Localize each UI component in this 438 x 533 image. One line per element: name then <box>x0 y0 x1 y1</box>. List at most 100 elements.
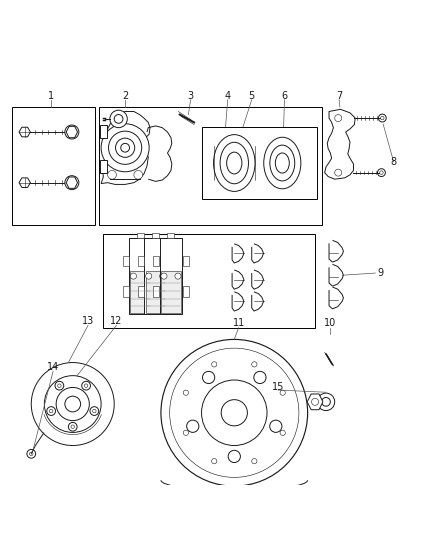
Circle shape <box>49 409 53 413</box>
Polygon shape <box>19 127 30 137</box>
Circle shape <box>201 380 267 446</box>
Ellipse shape <box>270 145 295 181</box>
Circle shape <box>134 171 143 179</box>
Circle shape <box>378 114 386 122</box>
Circle shape <box>381 116 384 120</box>
Bar <box>138 286 144 297</box>
Circle shape <box>121 143 130 152</box>
Circle shape <box>335 169 342 176</box>
Polygon shape <box>66 177 78 188</box>
Bar <box>167 256 173 266</box>
Bar <box>100 125 107 138</box>
Circle shape <box>228 450 240 463</box>
Circle shape <box>58 384 61 387</box>
Bar <box>100 159 107 173</box>
Circle shape <box>92 409 96 413</box>
Ellipse shape <box>220 142 248 184</box>
Bar <box>138 256 144 266</box>
Circle shape <box>187 420 199 432</box>
Circle shape <box>161 340 307 486</box>
Bar <box>167 286 173 297</box>
Polygon shape <box>325 109 355 179</box>
Circle shape <box>212 362 217 367</box>
Text: 3: 3 <box>187 91 194 101</box>
Circle shape <box>170 348 299 478</box>
Text: 5: 5 <box>249 91 255 101</box>
Text: 10: 10 <box>324 318 336 328</box>
Circle shape <box>254 372 266 384</box>
Ellipse shape <box>214 135 255 191</box>
Bar <box>183 286 189 297</box>
Bar <box>123 256 129 266</box>
Polygon shape <box>19 178 30 188</box>
Text: 15: 15 <box>272 382 284 392</box>
Circle shape <box>252 458 257 464</box>
Bar <box>12 107 95 225</box>
Circle shape <box>31 362 114 446</box>
Bar <box>159 238 182 314</box>
Bar <box>153 286 159 297</box>
Circle shape <box>55 381 64 390</box>
Text: 8: 8 <box>391 157 397 167</box>
Circle shape <box>317 393 335 410</box>
Circle shape <box>109 131 142 164</box>
Circle shape <box>116 138 135 157</box>
Circle shape <box>161 273 167 279</box>
Text: 11: 11 <box>233 318 245 328</box>
Circle shape <box>280 430 285 435</box>
Circle shape <box>65 396 81 412</box>
Text: 2: 2 <box>122 91 128 101</box>
Circle shape <box>90 407 99 415</box>
Circle shape <box>68 422 77 431</box>
Circle shape <box>65 176 79 190</box>
Ellipse shape <box>276 153 289 173</box>
Circle shape <box>82 381 90 390</box>
Circle shape <box>44 376 101 432</box>
Text: 1: 1 <box>48 91 54 101</box>
Text: 7: 7 <box>336 91 342 101</box>
Bar <box>146 271 166 313</box>
Bar <box>153 256 159 266</box>
Text: 12: 12 <box>110 316 123 326</box>
Text: 14: 14 <box>47 362 59 372</box>
Circle shape <box>335 115 342 122</box>
Circle shape <box>321 398 330 406</box>
Bar <box>123 286 129 297</box>
Circle shape <box>108 171 117 179</box>
Bar <box>129 238 152 314</box>
Circle shape <box>68 128 75 135</box>
Circle shape <box>131 273 137 279</box>
Bar <box>161 271 181 313</box>
Circle shape <box>65 125 79 139</box>
Circle shape <box>101 124 149 172</box>
Text: 9: 9 <box>378 268 384 278</box>
Circle shape <box>27 449 35 458</box>
Circle shape <box>280 390 285 395</box>
Bar <box>152 233 159 238</box>
Circle shape <box>252 362 257 367</box>
Circle shape <box>146 273 152 279</box>
Bar <box>183 256 189 266</box>
Text: 4: 4 <box>225 91 231 101</box>
Circle shape <box>159 273 166 279</box>
Circle shape <box>212 458 217 464</box>
Bar <box>99 107 321 225</box>
Circle shape <box>114 115 123 123</box>
Circle shape <box>378 169 385 176</box>
Text: 6: 6 <box>282 91 288 101</box>
Circle shape <box>183 390 188 395</box>
Circle shape <box>68 179 75 186</box>
Text: 13: 13 <box>82 316 94 326</box>
Circle shape <box>145 273 150 279</box>
Circle shape <box>270 420 282 432</box>
Circle shape <box>47 407 56 415</box>
Bar <box>167 233 174 238</box>
Circle shape <box>202 372 215 384</box>
Polygon shape <box>307 394 323 410</box>
Bar <box>145 238 167 314</box>
Bar <box>152 286 158 297</box>
Bar <box>103 234 315 328</box>
Polygon shape <box>66 126 78 138</box>
Circle shape <box>71 425 74 429</box>
Polygon shape <box>101 111 150 184</box>
